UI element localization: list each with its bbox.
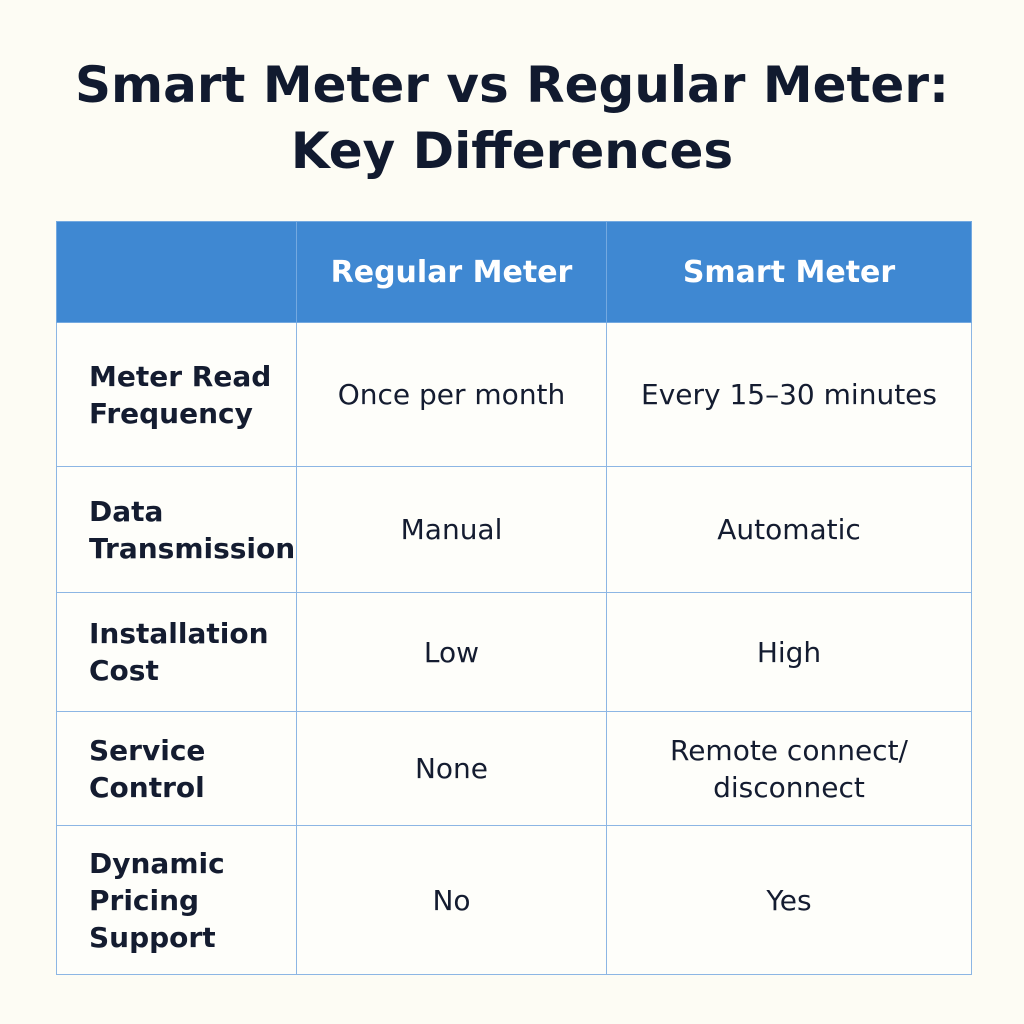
cell-text: disconnect [713,770,865,804]
table-row: Service Control None Remote connect/ dis… [56,711,972,826]
row-label-line: Meter Read [89,359,272,393]
row-label-line: Pricing [89,883,200,917]
regular-meter-value: None [296,711,607,826]
row-label-meter-read-frequency: Meter Read Frequency [56,322,297,467]
cell-text: Manual [400,513,503,546]
cell-text: Once per month [337,378,566,411]
smart-meter-value: Every 15–30 minutes [606,322,972,467]
row-label-line: Support [89,920,216,954]
smart-meter-value: Automatic [606,466,972,593]
regular-meter-value: No [296,825,607,975]
regular-meter-value: Low [296,592,607,712]
row-label-service-control: Service Control [56,711,297,826]
table-header: Regular Meter Smart Meter [56,221,972,323]
header-cell-smart-meter: Smart Meter [606,221,972,323]
comparison-table: Regular Meter Smart Meter Meter Read Fre… [56,221,972,975]
table-row: Dynamic Pricing Support No Yes [56,825,972,975]
row-label-dynamic-pricing-support: Dynamic Pricing Support [56,825,297,975]
page-title-line-1: Smart Meter vs Regular Meter: [75,56,949,114]
table-row: Installation Cost Low High [56,592,972,712]
regular-meter-value: Manual [296,466,607,593]
row-label-line: Data [89,494,164,528]
cell-text: Low [423,635,480,669]
table-row: Data Transmission Manual Automatic [56,466,972,593]
row-label-line: Dynamic [89,846,225,880]
cell-text: Yes [766,883,812,917]
header-cell-regular-meter: Regular Meter [296,221,607,323]
page-title: Smart Meter vs Regular Meter: Key Differ… [0,52,1024,184]
row-label-installation-cost: Installation Cost [56,592,297,712]
smart-meter-value: Yes [606,825,972,975]
cell-text: None [414,752,489,785]
row-label-line: Transmission [89,531,296,565]
header-cell-empty [56,221,297,323]
header-row: Regular Meter Smart Meter [56,221,972,323]
cell-text: Automatic [717,513,861,546]
page-title-line-2: Key Differences [290,122,734,180]
row-label-line: Service [89,733,206,767]
cell-text: High [756,635,822,669]
smart-meter-value: High [606,592,972,712]
table-row: Meter Read Frequency Once per month Ever… [56,322,972,467]
row-label-line: Installation [89,617,269,650]
row-label-line: Frequency [89,396,253,430]
cell-text: Every 15–30 minutes [641,378,937,411]
cell-text: No [432,883,471,917]
cell-text: Remote connect/ [670,733,908,767]
row-label-line: Cost [89,654,159,687]
table-body: Meter Read Frequency Once per month Ever… [56,322,972,975]
smart-meter-value: Remote connect/ disconnect [606,711,972,826]
regular-meter-value: Once per month [296,322,607,467]
row-label-line: Control [89,770,205,804]
row-label-data-transmission: Data Transmission [56,466,297,593]
